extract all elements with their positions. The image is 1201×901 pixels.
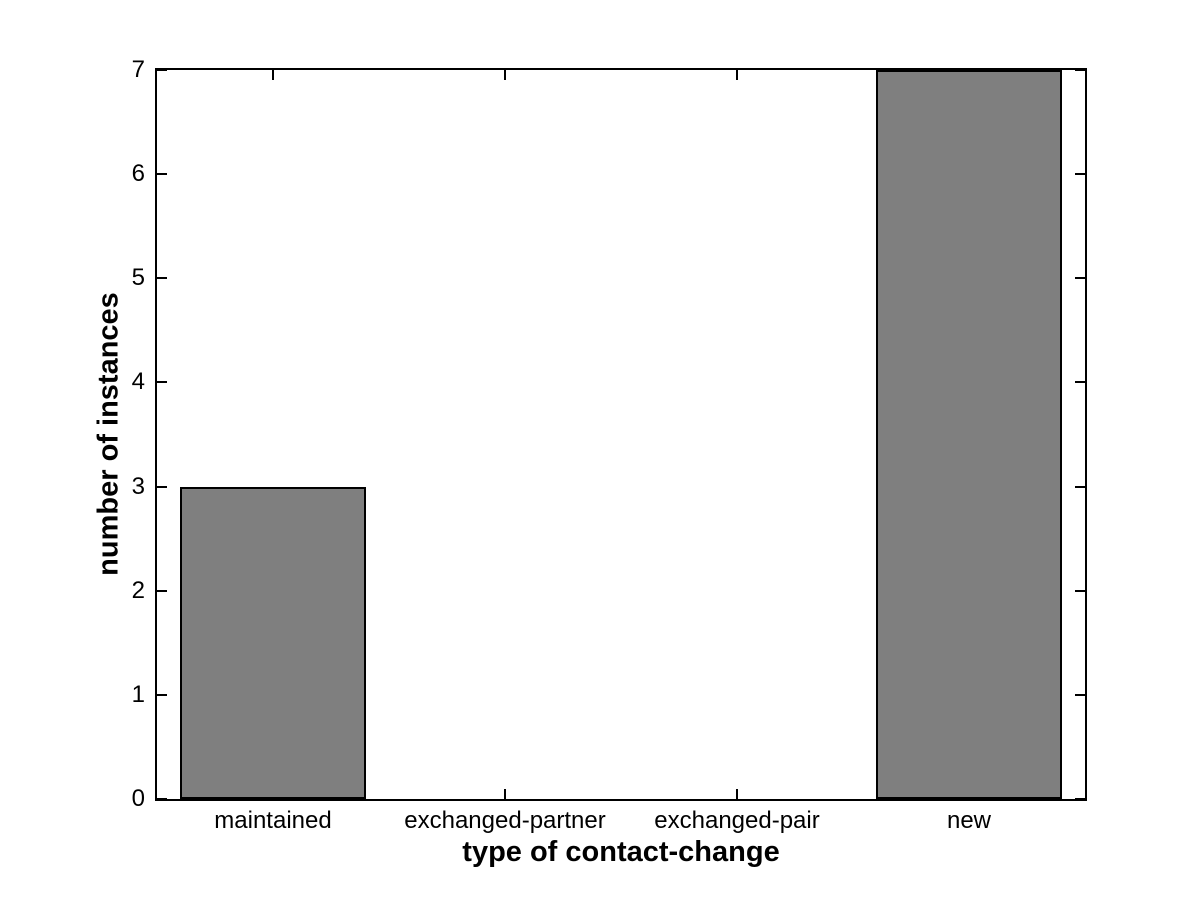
y-tick-right [1075,485,1085,488]
y-tick-left [157,381,167,384]
y-tick-label: 2 [131,576,145,604]
bar-maintained [180,487,366,799]
y-tick-right [1075,589,1085,592]
x-tick-bottom [736,789,738,799]
x-tick-bottom [504,789,506,799]
y-tick-right [1075,173,1085,176]
y-tick-right [1075,693,1085,696]
x-tick-label-maintained: maintained [214,807,332,834]
y-tick-label: 6 [131,160,145,188]
y-tick-right [1075,381,1085,384]
y-tick-left [157,485,167,488]
plot-area [155,68,1087,801]
y-tick-left [157,693,167,696]
y-tick-label: 3 [131,472,145,500]
x-axis-title: type of contact-change [462,836,780,868]
y-tick-label: 4 [131,368,145,396]
bar-new [876,70,1062,799]
x-tick-top [272,70,274,80]
x-tick-label-new: new [946,807,992,834]
y-tick-label: 1 [131,680,145,708]
y-tick-left [157,798,167,800]
y-tick-right [1075,798,1085,800]
x-tick-label-exchanged-pair: exchanged-pair [654,807,820,834]
y-tick-label: 5 [131,264,145,292]
y-tick-left [157,173,167,176]
y-tick-right [1075,69,1085,71]
y-axis-title: number of instances [92,292,125,576]
x-tick-top [736,70,738,80]
x-tick-label-exchanged-partner: exchanged-partner [404,807,606,834]
y-tick-left [157,277,167,280]
y-tick-label: 0 [131,785,145,812]
y-tick-left [157,69,167,71]
y-tick-left [157,589,167,592]
y-tick-label: 7 [131,56,145,83]
y-tick-right [1075,277,1085,280]
x-tick-top [504,70,506,80]
